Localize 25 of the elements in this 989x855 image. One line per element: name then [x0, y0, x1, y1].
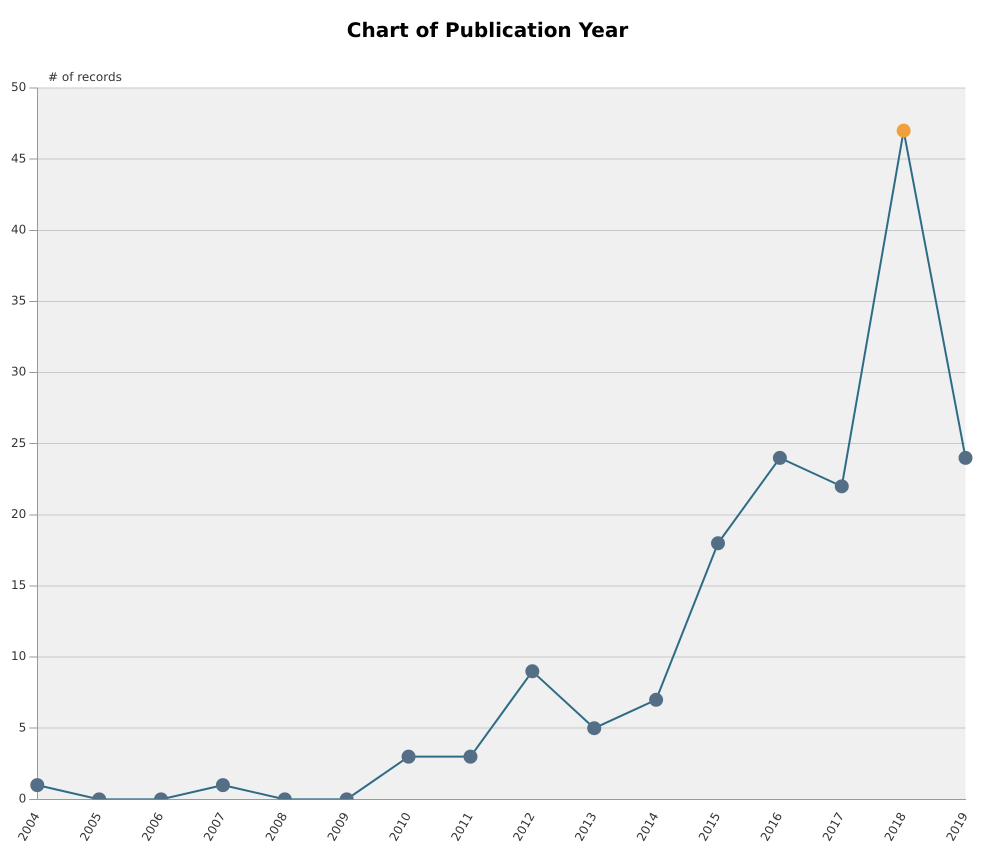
y-tick-label: 15 [10, 578, 26, 592]
point [463, 750, 478, 764]
y-tick-label: 50 [10, 80, 26, 94]
point [896, 124, 911, 138]
y-tick-label: 35 [10, 294, 26, 308]
point [216, 778, 230, 792]
y-tick-label: 20 [10, 506, 26, 521]
point [834, 479, 849, 494]
y-tick-label: 25 [10, 436, 26, 450]
y-tick-label: 30 [10, 364, 26, 379]
y-tick-label: 10 [10, 649, 26, 664]
y-tick-label: 0 [18, 791, 26, 806]
y-axis-title: # of records [48, 70, 122, 84]
point [649, 692, 664, 707]
y-tick-label: 5 [18, 720, 26, 734]
point [30, 778, 44, 792]
point [587, 721, 602, 736]
chart-title: Chart of Publication Year [346, 18, 628, 42]
point [402, 750, 416, 764]
y-tick-label: 45 [10, 151, 26, 166]
point [772, 450, 787, 465]
point [525, 664, 540, 678]
point [710, 536, 725, 550]
point [958, 450, 973, 465]
y-tick-label: 40 [10, 222, 26, 236]
